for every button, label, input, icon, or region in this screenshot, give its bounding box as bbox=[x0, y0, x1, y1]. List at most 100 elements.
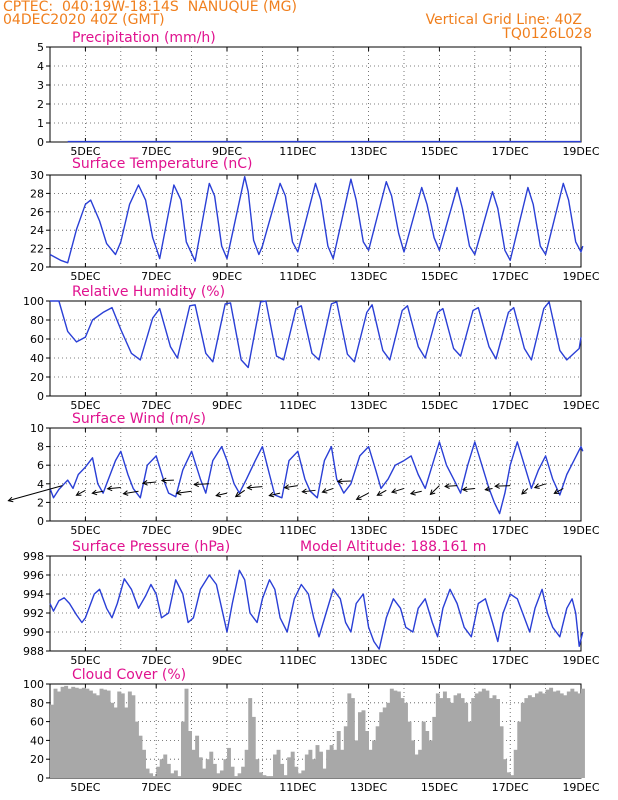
cloud-bar bbox=[311, 759, 316, 778]
header-station: CPTEC: 040:19W-18:14S NANUQUE (MG) bbox=[3, 0, 297, 15]
panel-title: Precipitation (mm/h) bbox=[72, 30, 216, 46]
panel-4: 0 2 4 6 8 10 5DEC 7DEC 9DEC 11DEC 13DEC 15DEC 17DEC 1… bbox=[7, 411, 600, 537]
x-tick-label: 19DEC bbox=[562, 145, 599, 158]
x-tick-label: 7DEC bbox=[141, 270, 171, 283]
cloud-bar bbox=[527, 695, 532, 778]
cloud-bar bbox=[127, 691, 132, 778]
cloud-bar bbox=[354, 740, 359, 778]
y-tick-label: 0 bbox=[37, 390, 44, 403]
cloud-bar bbox=[173, 770, 178, 778]
cloud-bar bbox=[234, 776, 239, 778]
wind-arrow-head bbox=[444, 483, 450, 489]
wind-arrow bbox=[554, 488, 564, 494]
y-tick-label: 28 bbox=[30, 187, 44, 200]
x-tick-label: 9DEC bbox=[212, 145, 242, 158]
wind-arrow bbox=[337, 480, 351, 483]
cloud-bar bbox=[439, 698, 444, 778]
cloud-bar bbox=[96, 695, 100, 778]
cloud-bar bbox=[400, 698, 405, 778]
cloud-bar bbox=[209, 751, 214, 778]
wind-arrow bbox=[485, 487, 493, 491]
y-tick-label: 100 bbox=[23, 678, 44, 691]
cloud-bar bbox=[106, 690, 111, 778]
y-tick-label: 40 bbox=[30, 352, 44, 365]
cloud-bar bbox=[265, 776, 270, 778]
cloud-bar bbox=[357, 712, 362, 778]
cloud-bar bbox=[520, 702, 525, 778]
y-tick-label: 10 bbox=[30, 422, 44, 435]
cloud-bar bbox=[393, 690, 398, 778]
wind-arrow-head bbox=[106, 485, 113, 492]
wind-arrow bbox=[534, 483, 546, 489]
wind-arrow-head bbox=[122, 490, 129, 496]
wind-arrow bbox=[92, 490, 104, 494]
x-tick-label: 7DEC bbox=[141, 781, 171, 794]
x-tick-label: 11DEC bbox=[279, 654, 316, 667]
cloud-bar bbox=[262, 775, 267, 778]
cloud-bar bbox=[131, 695, 136, 778]
panel-frame bbox=[49, 46, 582, 143]
cloud-bar bbox=[170, 773, 175, 778]
wind-arrow bbox=[521, 488, 529, 495]
x-tick-label: 5DEC bbox=[70, 399, 100, 412]
x-tick-label: 9DEC bbox=[212, 654, 242, 667]
x-tick-label: 11DEC bbox=[279, 781, 316, 794]
cloud-bar bbox=[120, 693, 125, 778]
x-tick-label: 13DEC bbox=[350, 145, 387, 158]
cloud-bar bbox=[464, 702, 469, 778]
cloud-bar bbox=[212, 763, 217, 778]
cloud-bar bbox=[64, 685, 69, 778]
cloud-bar bbox=[460, 698, 465, 778]
cloud-bar bbox=[503, 759, 508, 778]
cloud-bar bbox=[411, 740, 416, 778]
cloud-bar bbox=[450, 702, 454, 778]
y-tick-label: 30 bbox=[30, 169, 44, 182]
cloud-bar bbox=[499, 726, 504, 778]
x-tick-label: 17DEC bbox=[492, 399, 529, 412]
x-tick-label: 17DEC bbox=[492, 270, 529, 283]
cloud-bar bbox=[223, 759, 228, 778]
cloud-bar bbox=[581, 688, 585, 778]
cloud-bar bbox=[414, 754, 419, 778]
x-tick-label: 11DEC bbox=[279, 145, 316, 158]
x-tick-label: 15DEC bbox=[421, 524, 458, 537]
panel-5: 988 990 992 994 996 998 5DEC 7DEC 9DEC 11DEC 13DEC… bbox=[23, 539, 600, 667]
wind-arrow-head bbox=[141, 479, 148, 486]
y-tick-label: 4 bbox=[37, 478, 44, 491]
wind-arrow-head bbox=[533, 483, 540, 489]
cloud-bar bbox=[319, 751, 323, 778]
header-run-date: 04DEC2020 40Z (GMT) bbox=[3, 12, 165, 28]
cloud-bar bbox=[67, 688, 72, 778]
wind-arrow-head bbox=[553, 488, 560, 494]
cloud-bar bbox=[219, 770, 224, 778]
cloud-bar bbox=[50, 704, 54, 778]
cloud-bar bbox=[163, 754, 168, 778]
cloud-bar bbox=[418, 749, 423, 778]
wind-arrow-head bbox=[7, 496, 14, 503]
panel-frame bbox=[49, 174, 582, 268]
wind-arrow bbox=[391, 487, 405, 493]
x-tick-label: 19DEC bbox=[562, 654, 599, 667]
cloud-bar bbox=[542, 693, 546, 778]
wind-arrow-head bbox=[215, 491, 222, 498]
cloud-bar bbox=[496, 699, 500, 778]
cloud-bar bbox=[195, 735, 200, 778]
cloud-bar bbox=[326, 749, 331, 778]
cloud-bar bbox=[53, 688, 58, 778]
series-line bbox=[49, 176, 584, 264]
panel-title: Surface Temperature (nC) bbox=[72, 156, 253, 172]
cloud-bar bbox=[248, 698, 253, 778]
wind-arrow-head bbox=[484, 486, 491, 492]
cloud-bar bbox=[166, 763, 171, 778]
cloud-bar bbox=[386, 702, 391, 778]
cloud-bar bbox=[142, 749, 146, 778]
wind-arrow bbox=[123, 490, 139, 495]
x-tick-label: 17DEC bbox=[492, 781, 529, 794]
cloud-bar bbox=[382, 707, 387, 778]
cloud-bar bbox=[74, 687, 79, 778]
cloud-bar bbox=[322, 768, 327, 778]
cloud-bar bbox=[99, 688, 104, 778]
x-tick-label: 15DEC bbox=[421, 654, 458, 667]
cloud-cover-bars bbox=[50, 685, 585, 778]
cloud-bar bbox=[485, 690, 490, 778]
